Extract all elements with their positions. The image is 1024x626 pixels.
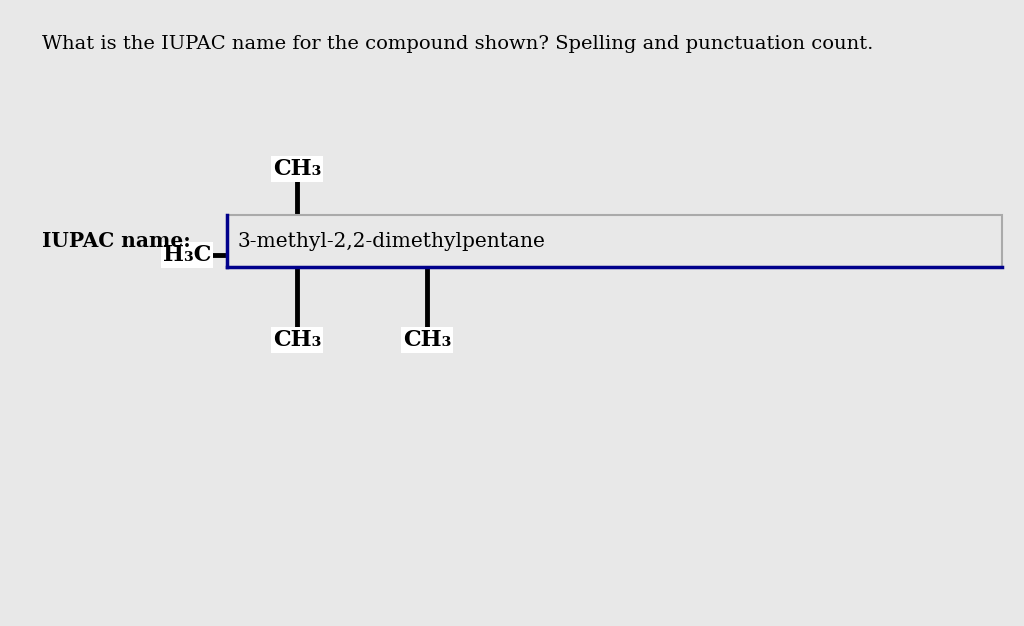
Text: What is the IUPAC name for the compound shown? Spelling and punctuation count.: What is the IUPAC name for the compound … [42, 35, 873, 53]
Text: H₃C: H₃C [163, 244, 211, 266]
Text: CH₃: CH₃ [273, 329, 322, 351]
Text: CH₃: CH₃ [633, 244, 681, 266]
Text: CH: CH [408, 244, 446, 266]
Text: CH₃: CH₃ [273, 158, 322, 180]
Text: CH₂: CH₂ [523, 244, 571, 266]
Text: 3-methyl-2,2-dimethylpentane: 3-methyl-2,2-dimethylpentane [238, 232, 545, 250]
Text: C: C [289, 244, 306, 266]
Text: IUPAC name:: IUPAC name: [42, 231, 191, 251]
Text: CH₃: CH₃ [402, 329, 452, 351]
FancyBboxPatch shape [227, 215, 1001, 267]
